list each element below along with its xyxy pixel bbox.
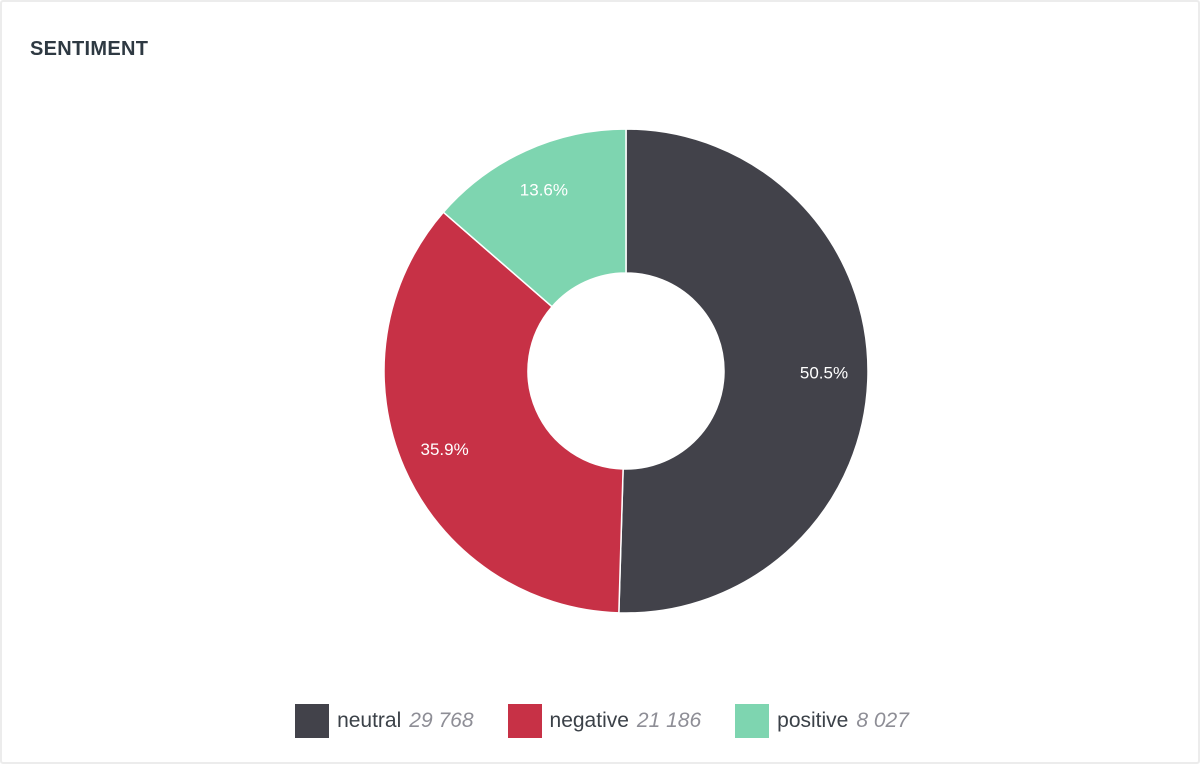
legend-label-negative: negative <box>549 709 629 732</box>
donut-slice-negative[interactable] <box>383 211 624 614</box>
legend-count-positive: 8 027 <box>856 709 909 732</box>
slice-label-negative: 35.9% <box>421 440 469 459</box>
donut-chart: 50.5% 35.9% 13.6% <box>383 128 869 614</box>
legend-label-positive: positive <box>777 709 849 732</box>
donut-slice-neutral[interactable] <box>618 128 869 614</box>
legend-item-neutral[interactable]: neutral 29 768 <box>295 704 474 738</box>
legend-swatch-positive <box>735 704 770 738</box>
legend-label-neutral: neutral <box>337 709 402 732</box>
legend-count-negative: 21 186 <box>636 709 702 732</box>
legend-swatch-neutral <box>295 704 330 738</box>
legend-item-negative[interactable]: negative 21 186 <box>507 704 702 738</box>
slice-label-positive: 13.6% <box>520 180 568 199</box>
chart-legend: neutral 29 768 negative 21 186 positive 8 027 <box>2 704 1200 738</box>
legend-count-neutral: 29 768 <box>409 709 474 732</box>
donut-slice-positive[interactable] <box>442 128 627 308</box>
legend-item-positive[interactable]: positive 8 027 <box>735 704 909 738</box>
slice-label-neutral: 50.5% <box>800 363 848 382</box>
legend-swatch-negative <box>507 704 542 738</box>
card-title: SENTIMENT <box>30 38 149 60</box>
